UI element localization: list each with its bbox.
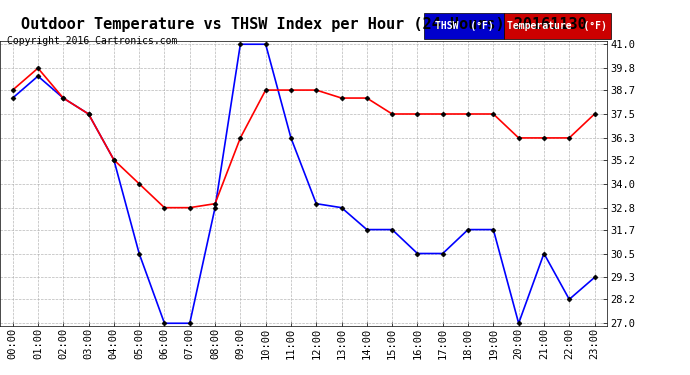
Text: Temperature  (°F): Temperature (°F) (507, 21, 607, 31)
Text: Copyright 2016 Cartronics.com: Copyright 2016 Cartronics.com (7, 36, 177, 46)
Text: THSW  (°F): THSW (°F) (435, 21, 493, 31)
Text: Outdoor Temperature vs THSW Index per Hour (24 Hours) 20161130: Outdoor Temperature vs THSW Index per Ho… (21, 17, 586, 32)
